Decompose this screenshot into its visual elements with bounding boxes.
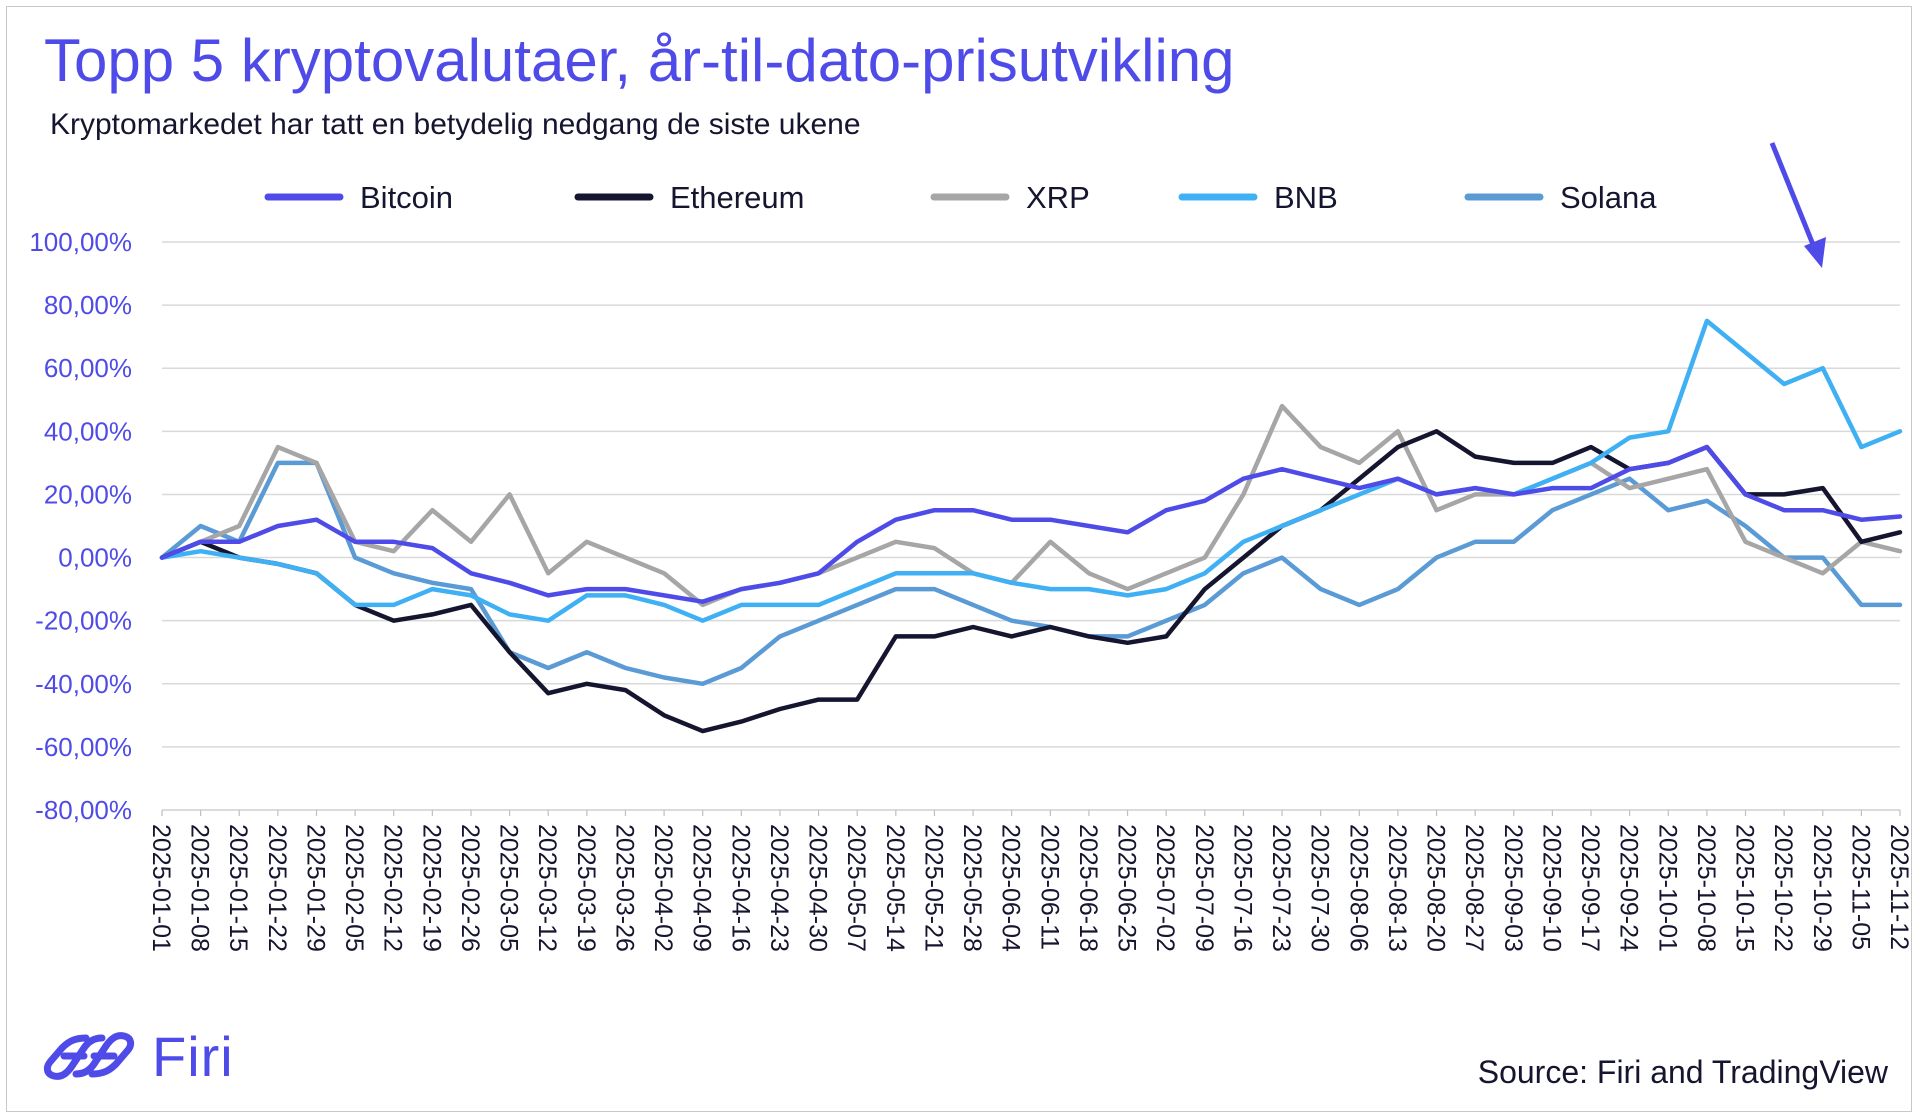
x-tick-label: 2025-08-13	[1383, 824, 1411, 952]
y-tick-label: -40,00%	[35, 669, 132, 699]
x-tick-label: 2025-02-05	[340, 824, 368, 952]
y-tick-label: -60,00%	[35, 732, 132, 762]
x-tick-label: 2025-01-29	[301, 824, 329, 952]
x-tick-label: 2025-04-23	[765, 824, 793, 952]
x-tick-label: 2025-04-30	[804, 824, 832, 952]
brand-name: Firi	[152, 1024, 234, 1088]
decline-arrow	[1769, 142, 1826, 268]
x-tick-label: 2025-01-15	[224, 824, 252, 952]
firi-logo: Firi	[38, 1024, 234, 1088]
x-tick-label: 2025-07-16	[1228, 824, 1256, 952]
x-tick-label: 2025-07-09	[1190, 824, 1218, 952]
x-tick-label: 2025-03-05	[495, 824, 523, 952]
y-tick-label: 0,00%	[58, 543, 132, 573]
x-tick-label: 2025-10-29	[1808, 824, 1836, 952]
x-tick-label: 2025-04-09	[688, 824, 716, 952]
firi-logo-icon	[43, 1032, 135, 1080]
legend-label-ethereum: Ethereum	[670, 180, 804, 215]
x-axis-ticks: 2025-01-01 2025-01-08 2025-01-15 2025-01-22…	[147, 810, 1913, 952]
legend-label-bnb: BNB	[1274, 180, 1338, 215]
y-axis-ticks: 100,00% 80,00% 60,00% 40,00% 20,00% 0,00% -20,…	[29, 227, 132, 825]
x-tick-label: 2025-10-01	[1653, 824, 1681, 952]
legend-label-solana: Solana	[1560, 180, 1657, 215]
x-tick-label: 2025-06-18	[1074, 824, 1102, 952]
x-tick-label: 2025-09-10	[1537, 824, 1565, 952]
series-lines	[159, 318, 1903, 734]
x-tick-label: 2025-08-27	[1460, 824, 1488, 952]
x-tick-label: 2025-07-02	[1151, 824, 1179, 952]
series-line-ethereum	[159, 429, 1903, 734]
x-tick-label: 2025-05-21	[919, 824, 947, 952]
y-tick-label: 80,00%	[44, 290, 132, 320]
legend-label-xrp: XRP	[1026, 180, 1090, 215]
x-tick-label: 2025-01-08	[186, 824, 214, 952]
x-tick-label: 2025-03-12	[533, 824, 561, 952]
chart-title: Topp 5 kryptovalutaer, år-til-dato-prisu…	[44, 27, 1235, 94]
series-line-solana	[159, 460, 1903, 687]
x-tick-label: 2025-10-22	[1769, 824, 1797, 952]
x-tick-label: 2025-02-26	[456, 824, 484, 952]
x-tick-label: 2025-06-25	[1113, 824, 1141, 952]
x-tick-label: 2025-02-12	[379, 824, 407, 952]
gridlines	[162, 241, 1900, 811]
y-tick-label: -80,00%	[35, 795, 132, 825]
x-tick-label: 2025-05-28	[958, 824, 986, 952]
x-tick-label: 2025-04-16	[726, 824, 754, 952]
series-line-bitcoin	[159, 444, 1903, 604]
x-tick-label: 2025-11-12	[1885, 824, 1913, 950]
source-note: Source: Firi and TradingView	[1477, 1054, 1888, 1090]
x-tick-label: 2025-01-22	[263, 824, 291, 952]
legend-label-bitcoin: Bitcoin	[360, 180, 453, 215]
x-tick-label: 2025-09-17	[1576, 824, 1604, 952]
y-tick-label: 20,00%	[44, 479, 132, 509]
x-tick-label: 2025-07-30	[1306, 824, 1334, 952]
x-tick-label: 2025-05-07	[842, 824, 870, 952]
x-tick-label: 2025-02-19	[417, 824, 445, 952]
series-line-xrp	[159, 403, 1903, 608]
x-tick-label: 2025-03-19	[572, 824, 600, 952]
x-tick-label: 2025-01-01	[147, 824, 175, 952]
x-tick-label: 2025-10-08	[1692, 824, 1720, 952]
chart-frame	[6, 6, 1912, 1112]
legend: Bitcoin Ethereum XRP BNB Solana	[264, 180, 1657, 215]
x-tick-label: 2025-03-26	[610, 824, 638, 952]
x-tick-label: 2025-08-20	[1422, 824, 1450, 952]
y-tick-label: 60,00%	[44, 353, 132, 383]
y-tick-label: 40,00%	[44, 416, 132, 446]
x-tick-label: 2025-05-14	[881, 824, 909, 952]
x-tick-label: 2025-06-04	[997, 824, 1025, 952]
x-tick-label: 2025-06-11	[1035, 824, 1063, 950]
series-line-bnb	[159, 318, 1903, 623]
y-tick-label: -20,00%	[35, 606, 132, 636]
x-tick-label: 2025-11-05	[1846, 824, 1874, 950]
x-tick-label: 2025-08-06	[1344, 824, 1372, 952]
x-tick-label: 2025-07-23	[1267, 824, 1295, 952]
y-tick-label: 100,00%	[29, 227, 132, 257]
x-tick-label: 2025-10-15	[1731, 824, 1759, 952]
chart-subtitle: Kryptomarkedet har tatt en betydelig ned…	[50, 108, 861, 141]
x-tick-label: 2025-04-02	[649, 824, 677, 952]
x-tick-label: 2025-09-24	[1615, 824, 1643, 952]
x-tick-label: 2025-09-03	[1499, 824, 1527, 952]
